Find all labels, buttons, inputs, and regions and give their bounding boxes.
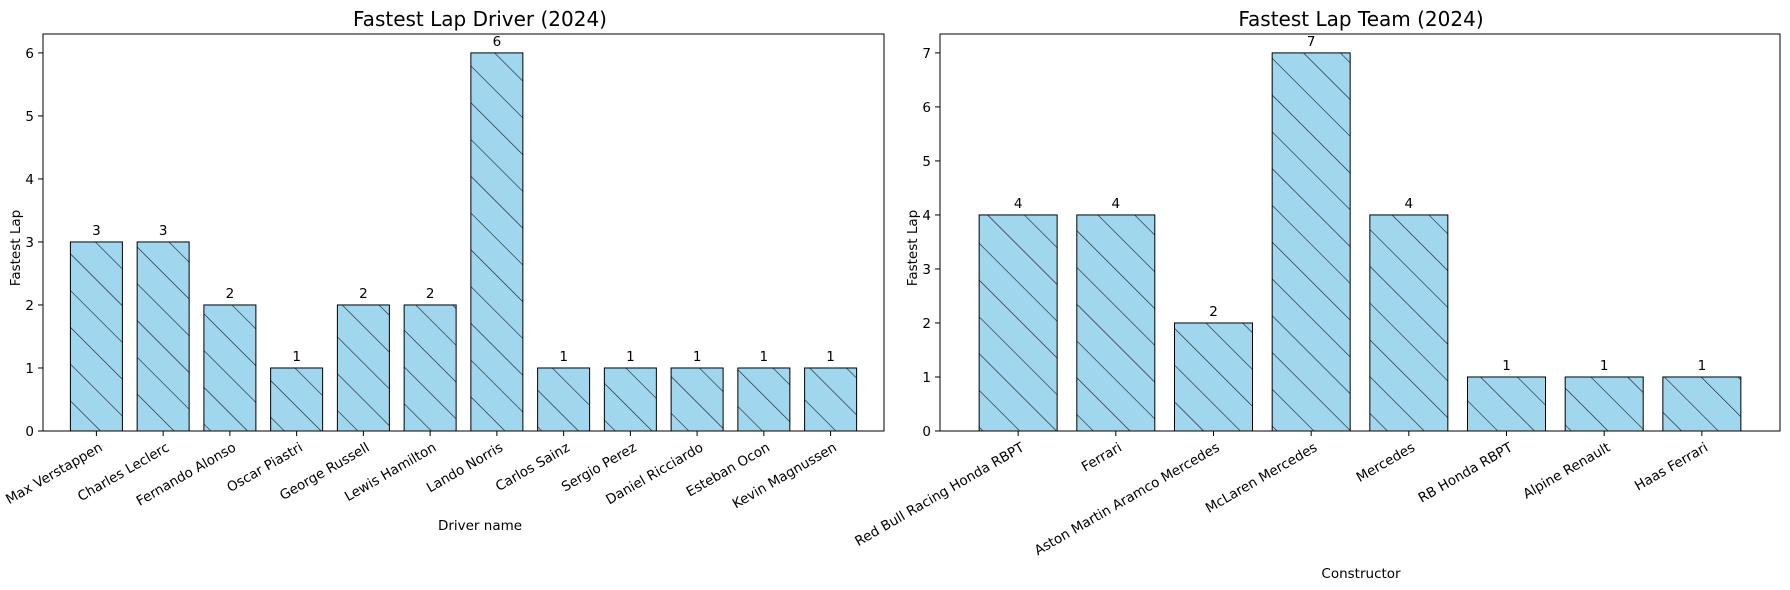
bar-value-label: 1: [559, 349, 568, 365]
bar-value-label: 2: [226, 286, 235, 302]
y-tick-label: 6: [25, 46, 34, 62]
bar: [737, 367, 791, 432]
bar-value-label: 1: [1600, 358, 1609, 374]
bar-value-label: 3: [159, 223, 168, 239]
bar: [403, 304, 457, 432]
bar: [1271, 52, 1351, 432]
bar-value-label: 1: [760, 349, 769, 365]
bar: [1564, 376, 1644, 432]
bar: [203, 304, 257, 432]
y-axis-ticks: 0 1 2 3 4 5 6: [25, 46, 43, 440]
plot-frame: [939, 33, 1781, 432]
chart-title: Fastest Lap Team (2024): [1238, 7, 1483, 31]
x-tick-label: Haas Ferrari: [1632, 440, 1711, 495]
y-tick-label: 5: [922, 154, 931, 170]
bar-value-label: 4: [1014, 196, 1023, 212]
bar: [136, 241, 190, 432]
team-fastest-lap-chart: Fastest Lap Team (2024) Constructor Fast…: [852, 7, 1781, 582]
x-tick-label: Ferrari: [1079, 440, 1125, 476]
bar-value-label: 2: [359, 286, 368, 302]
y-tick-label: 2: [25, 298, 34, 314]
x-tick-label: Aston Martin Aramco Mercedes: [1032, 440, 1223, 559]
bar-value-label: 6: [493, 34, 502, 50]
driver-fastest-lap-chart: Fastest Lap Driver (2024) Driver name Fa…: [3, 7, 885, 534]
bar-value-label: 3: [92, 223, 101, 239]
bar: [1467, 376, 1547, 432]
bar: [1076, 214, 1156, 432]
bar-value-label: 1: [626, 349, 635, 365]
y-tick-label: 6: [922, 100, 931, 116]
y-tick-label: 3: [25, 235, 34, 251]
bar: [1173, 322, 1253, 432]
bar: [603, 367, 657, 432]
bar: [978, 214, 1058, 432]
x-axis-label: Constructor: [1321, 566, 1401, 582]
bar: [1662, 376, 1742, 432]
y-tick-label: 2: [922, 316, 931, 332]
bar-value-label: 2: [1209, 304, 1218, 320]
y-tick-label: 7: [922, 46, 931, 62]
bar: [804, 367, 858, 432]
y-axis-label: Fastest Lap: [905, 210, 921, 286]
y-tick-label: 3: [922, 262, 931, 278]
bar: [69, 241, 123, 432]
x-tick-label: Red Bull Racing Honda RBPT: [852, 439, 1027, 550]
x-tick-label: Alpine Renault: [1520, 440, 1613, 503]
y-axis-ticks: 0 1 2 3 4 5 6 7: [922, 46, 940, 440]
bar-value-label: 1: [1698, 358, 1707, 374]
bar: [270, 367, 324, 432]
bar-value-label: 4: [1405, 196, 1414, 212]
bar-value-label: 2: [426, 286, 435, 302]
bar: [537, 367, 591, 432]
bar: [1369, 214, 1449, 432]
plot-frame: [42, 33, 885, 432]
y-tick-label: 1: [922, 370, 931, 386]
x-tick-label: RB Honda RBPT: [1416, 439, 1517, 506]
y-tick-label: 4: [25, 172, 34, 188]
bar: [670, 367, 724, 432]
bar-value-label: 1: [292, 349, 301, 365]
bar-value-label: 4: [1112, 196, 1121, 212]
bar: [470, 52, 524, 432]
bar-value-label: 7: [1307, 34, 1316, 50]
y-tick-label: 0: [922, 424, 931, 440]
y-tick-label: 5: [25, 109, 34, 125]
chart-title: Fastest Lap Driver (2024): [353, 7, 607, 31]
x-axis-label: Driver name: [438, 518, 522, 534]
bar: [336, 304, 390, 432]
x-tick-label: Carlos Sainz: [493, 440, 573, 495]
bar-value-label: 1: [826, 349, 835, 365]
bar-value-label: 1: [693, 349, 702, 365]
y-axis-label: Fastest Lap: [8, 210, 24, 286]
y-tick-label: 1: [25, 361, 34, 377]
y-tick-label: 0: [25, 424, 34, 440]
bars: 4 Red Bull Racing Honda RBPT 4 Ferrari 2 Asto…: [852, 34, 1742, 559]
bar-value-label: 1: [1502, 358, 1511, 374]
x-tick-label: Lando Norris: [424, 440, 506, 497]
y-tick-label: 4: [922, 208, 931, 224]
x-tick-label: Mercedes: [1354, 440, 1418, 486]
